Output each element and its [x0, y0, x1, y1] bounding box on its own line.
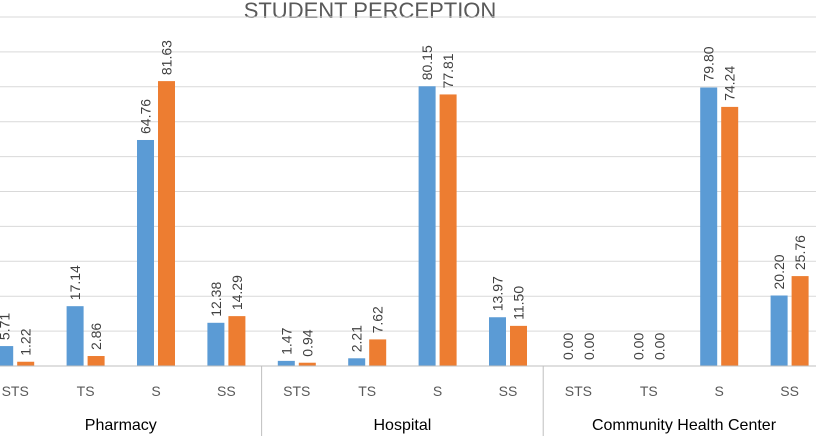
data-label: 17.14: [67, 265, 83, 300]
category-label: TS: [77, 383, 95, 399]
data-label: 1.47: [278, 327, 294, 354]
bar-series-1: [0, 346, 14, 366]
category-label: SS: [217, 383, 236, 399]
data-label: 0.00: [581, 333, 597, 360]
bar-series-2: [791, 276, 809, 366]
category-label: SS: [499, 383, 518, 399]
data-label: 80.15: [419, 45, 435, 80]
category-label: TS: [358, 383, 376, 399]
category-label: STS: [565, 383, 592, 399]
data-label: 0.00: [651, 333, 667, 360]
bar-series-1: [700, 87, 718, 367]
data-label: 81.63: [159, 40, 175, 75]
data-labels: 5.71 1.22 17.14 2.86 64.76 81.63 12.38 14.29 1.4…: [0, 40, 808, 360]
chart-title: STUDENT PERCEPTION: [244, 0, 497, 23]
data-label: 20.20: [771, 254, 787, 289]
data-label: 0.94: [299, 329, 315, 356]
category-label: SS: [780, 383, 799, 399]
category-label: S: [715, 383, 724, 399]
grid-lines: [0, 16, 816, 332]
data-label: 2.21: [349, 325, 365, 352]
data-label: 14.29: [229, 275, 245, 310]
data-label: 0.00: [560, 333, 576, 360]
bar-series-1: [137, 139, 154, 366]
category-label: STS: [283, 383, 310, 399]
group-label: Community Health Center: [592, 417, 777, 434]
bar-series-2: [17, 361, 35, 366]
data-label: 5.71: [0, 313, 13, 340]
bar-series-2: [298, 362, 316, 366]
data-label: 7.62: [370, 306, 386, 333]
data-label: 13.97: [490, 276, 506, 311]
group-label: Hospital: [373, 417, 431, 434]
data-label: 12.38: [208, 282, 224, 317]
data-label: 79.80: [701, 46, 717, 81]
bar-series-1: [277, 360, 295, 366]
bar-series-1: [418, 86, 436, 367]
data-label: 1.22: [18, 328, 34, 355]
category-label: S: [433, 383, 442, 399]
data-label: 0.00: [630, 333, 646, 360]
bar-series-1: [348, 358, 366, 366]
bar-series-2: [87, 356, 105, 366]
bar-series-2: [510, 325, 527, 366]
data-label: 2.86: [88, 323, 104, 350]
bar-series-1: [66, 306, 84, 366]
category-label: TS: [640, 383, 658, 399]
bar-series-2: [721, 106, 739, 366]
data-label: 25.76: [792, 235, 808, 270]
data-label: 74.24: [722, 66, 738, 101]
bar-series-1: [770, 295, 788, 366]
bar-series-2: [228, 316, 246, 366]
bars: [0, 81, 809, 367]
category-label: S: [151, 383, 160, 399]
data-label: 77.81: [440, 53, 456, 88]
bar-series-2: [439, 94, 457, 366]
bar-series-2: [158, 81, 175, 366]
data-label: 11.50: [511, 286, 527, 320]
data-label: 64.76: [138, 99, 154, 134]
bar-series-1: [489, 317, 506, 366]
bar-series-1: [207, 322, 225, 366]
category-label: STS: [2, 383, 29, 399]
group-label: Pharmacy: [85, 417, 157, 434]
bar-series-2: [369, 339, 387, 366]
